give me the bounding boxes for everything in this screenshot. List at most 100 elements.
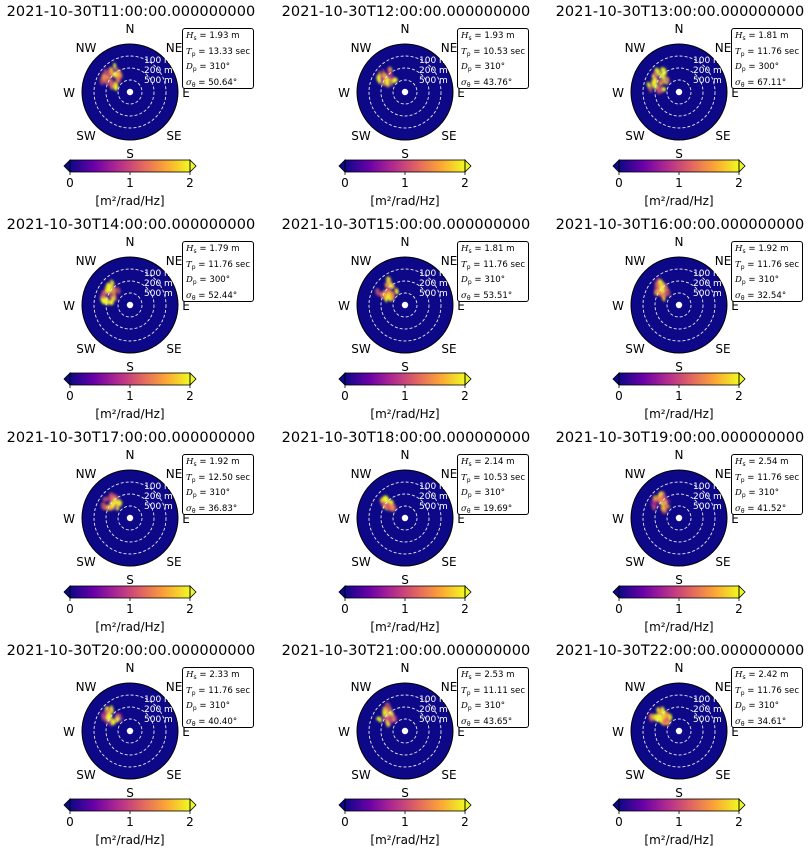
range-ring	[642, 481, 716, 555]
hs-value: 1.79 m	[209, 244, 240, 254]
colorbar-tick-label: 0	[341, 176, 349, 190]
ring-label-2: 200 m	[419, 705, 448, 715]
compass-n: N	[401, 448, 410, 462]
range-ring	[642, 55, 716, 129]
dp-value: 300°	[209, 275, 231, 286]
compass-w: W	[63, 86, 75, 100]
sigma-value: 52.44°	[208, 290, 238, 301]
center-marker	[126, 301, 134, 309]
ring-label-2: 200 m	[693, 492, 722, 502]
colorbar-tick-label: 1	[126, 602, 134, 616]
compass-w: W	[63, 299, 75, 313]
compass-ne: NE	[441, 680, 458, 694]
range-ring	[666, 718, 692, 744]
tp-value: 11.76 sec	[483, 259, 526, 270]
range-ring	[654, 67, 704, 117]
colorbar-extend-low	[63, 372, 71, 386]
range-ring	[117, 718, 143, 744]
panel-title: 2021-10-30T11:00:00.000000000	[6, 4, 256, 20]
tp-value: 11.76 sec	[208, 685, 251, 696]
compass-n: N	[675, 22, 684, 36]
compass-n: N	[126, 661, 135, 675]
compass-n: N	[401, 22, 410, 36]
colorbar-label: [m²/rad/Hz]	[370, 407, 439, 421]
panel-title: 2021-10-30T15:00:00.000000000	[281, 217, 531, 233]
tp-line: Tp = 10.53 sec	[461, 46, 526, 58]
ring-label-2: 200 m	[419, 492, 448, 502]
compass-sw: SW	[76, 342, 96, 356]
sigma-line: σθ = 19.69°	[461, 503, 513, 515]
compass-s: S	[675, 360, 683, 374]
range-ring	[392, 718, 418, 744]
colorbar	[345, 586, 465, 598]
ring-label-3: 500 m	[144, 76, 173, 86]
colorbar-tick-label: 2	[186, 176, 194, 190]
hs-line: Hs = 2.42 m	[735, 670, 789, 681]
compass-ne: NE	[715, 467, 732, 481]
panel-title: 2021-10-30T12:00:00.000000000	[281, 4, 531, 20]
hs-value: 2.54 m	[758, 457, 789, 467]
compass-w: W	[63, 512, 75, 526]
range-ring	[93, 694, 167, 768]
hs-line: Hs = 2.54 m	[735, 457, 789, 468]
range-ring	[666, 292, 692, 318]
colorbar-tick-label: 1	[675, 815, 683, 829]
colorbar-extend-high	[738, 372, 746, 386]
stats-box: Hs = 1.81 m Tp = 11.76 sec Dp = 300° σθ …	[731, 28, 803, 89]
colorbar-extend-low	[338, 372, 346, 386]
colorbar-tick-label: 0	[66, 815, 74, 829]
compass-w: W	[338, 512, 350, 526]
compass-se: SE	[715, 555, 730, 569]
spectrum-panel-6: 2021-10-30T16:00:00.000000000 100 m 200 m…	[549, 213, 808, 426]
spectrum-energy	[648, 706, 673, 726]
spectrum-panel-4: 2021-10-30T14:00:00.000000000 100 m 200 m…	[0, 213, 270, 426]
hs-line: Hs = 1.92 m	[735, 244, 789, 255]
panel-title: 2021-10-30T21:00:00.000000000	[281, 643, 531, 659]
range-ring	[368, 481, 442, 555]
hs-line: Hs = 2.53 m	[461, 670, 515, 681]
compass-se: SE	[715, 768, 730, 782]
tp-value: 11.76 sec	[757, 472, 800, 483]
compass-ne: NE	[441, 467, 458, 481]
dp-value: 310°	[758, 488, 780, 499]
ring-label-1: 100 m	[693, 56, 722, 66]
compass-sw: SW	[625, 768, 645, 782]
sigma-line: σθ = 52.44°	[186, 290, 238, 302]
range-ring	[105, 706, 155, 756]
colorbar-tick-label: 1	[126, 176, 134, 190]
compass-se: SE	[715, 342, 730, 356]
compass-ne: NE	[166, 41, 183, 55]
spectrum-energy	[101, 705, 124, 727]
compass-nw: NW	[76, 41, 97, 55]
colorbar-tick-label: 0	[341, 815, 349, 829]
ring-label-1: 100 m	[693, 269, 722, 279]
colorbar-extend-low	[612, 585, 620, 599]
range-ring	[368, 55, 442, 129]
range-ring	[642, 694, 716, 768]
tp-line: Tp = 13.33 sec	[186, 46, 251, 58]
colorbar-extend-low	[612, 372, 620, 386]
compass-w: W	[612, 725, 624, 739]
colorbar-tick-label: 1	[126, 389, 134, 403]
compass-s: S	[401, 786, 409, 800]
dp-line: Dp = 310°	[461, 275, 506, 287]
range-ring	[654, 706, 704, 756]
colorbar-extend-high	[189, 159, 197, 173]
spectrum-energy	[646, 66, 670, 95]
ring-label-2: 200 m	[144, 279, 173, 289]
compass-e: E	[731, 86, 739, 100]
dp-line: Dp = 310°	[735, 488, 780, 500]
range-ring	[666, 505, 692, 531]
compass-n: N	[675, 661, 684, 675]
stats-box: Hs = 1.93 m Tp = 13.33 sec Dp = 310° σθ …	[182, 28, 254, 89]
hs-value: 1.92 m	[758, 244, 789, 254]
compass-ne: NE	[166, 254, 183, 268]
range-ring	[93, 481, 167, 555]
compass-nw: NW	[351, 467, 372, 481]
colorbar-tick-label: 1	[401, 389, 409, 403]
stats-box: Hs = 2.33 m Tp = 11.76 sec Dp = 310° σθ …	[182, 667, 254, 728]
spectrum-panel-11: 2021-10-30T21:00:00.000000000 100 m 200 m…	[275, 639, 545, 852]
ring-label-2: 200 m	[419, 279, 448, 289]
